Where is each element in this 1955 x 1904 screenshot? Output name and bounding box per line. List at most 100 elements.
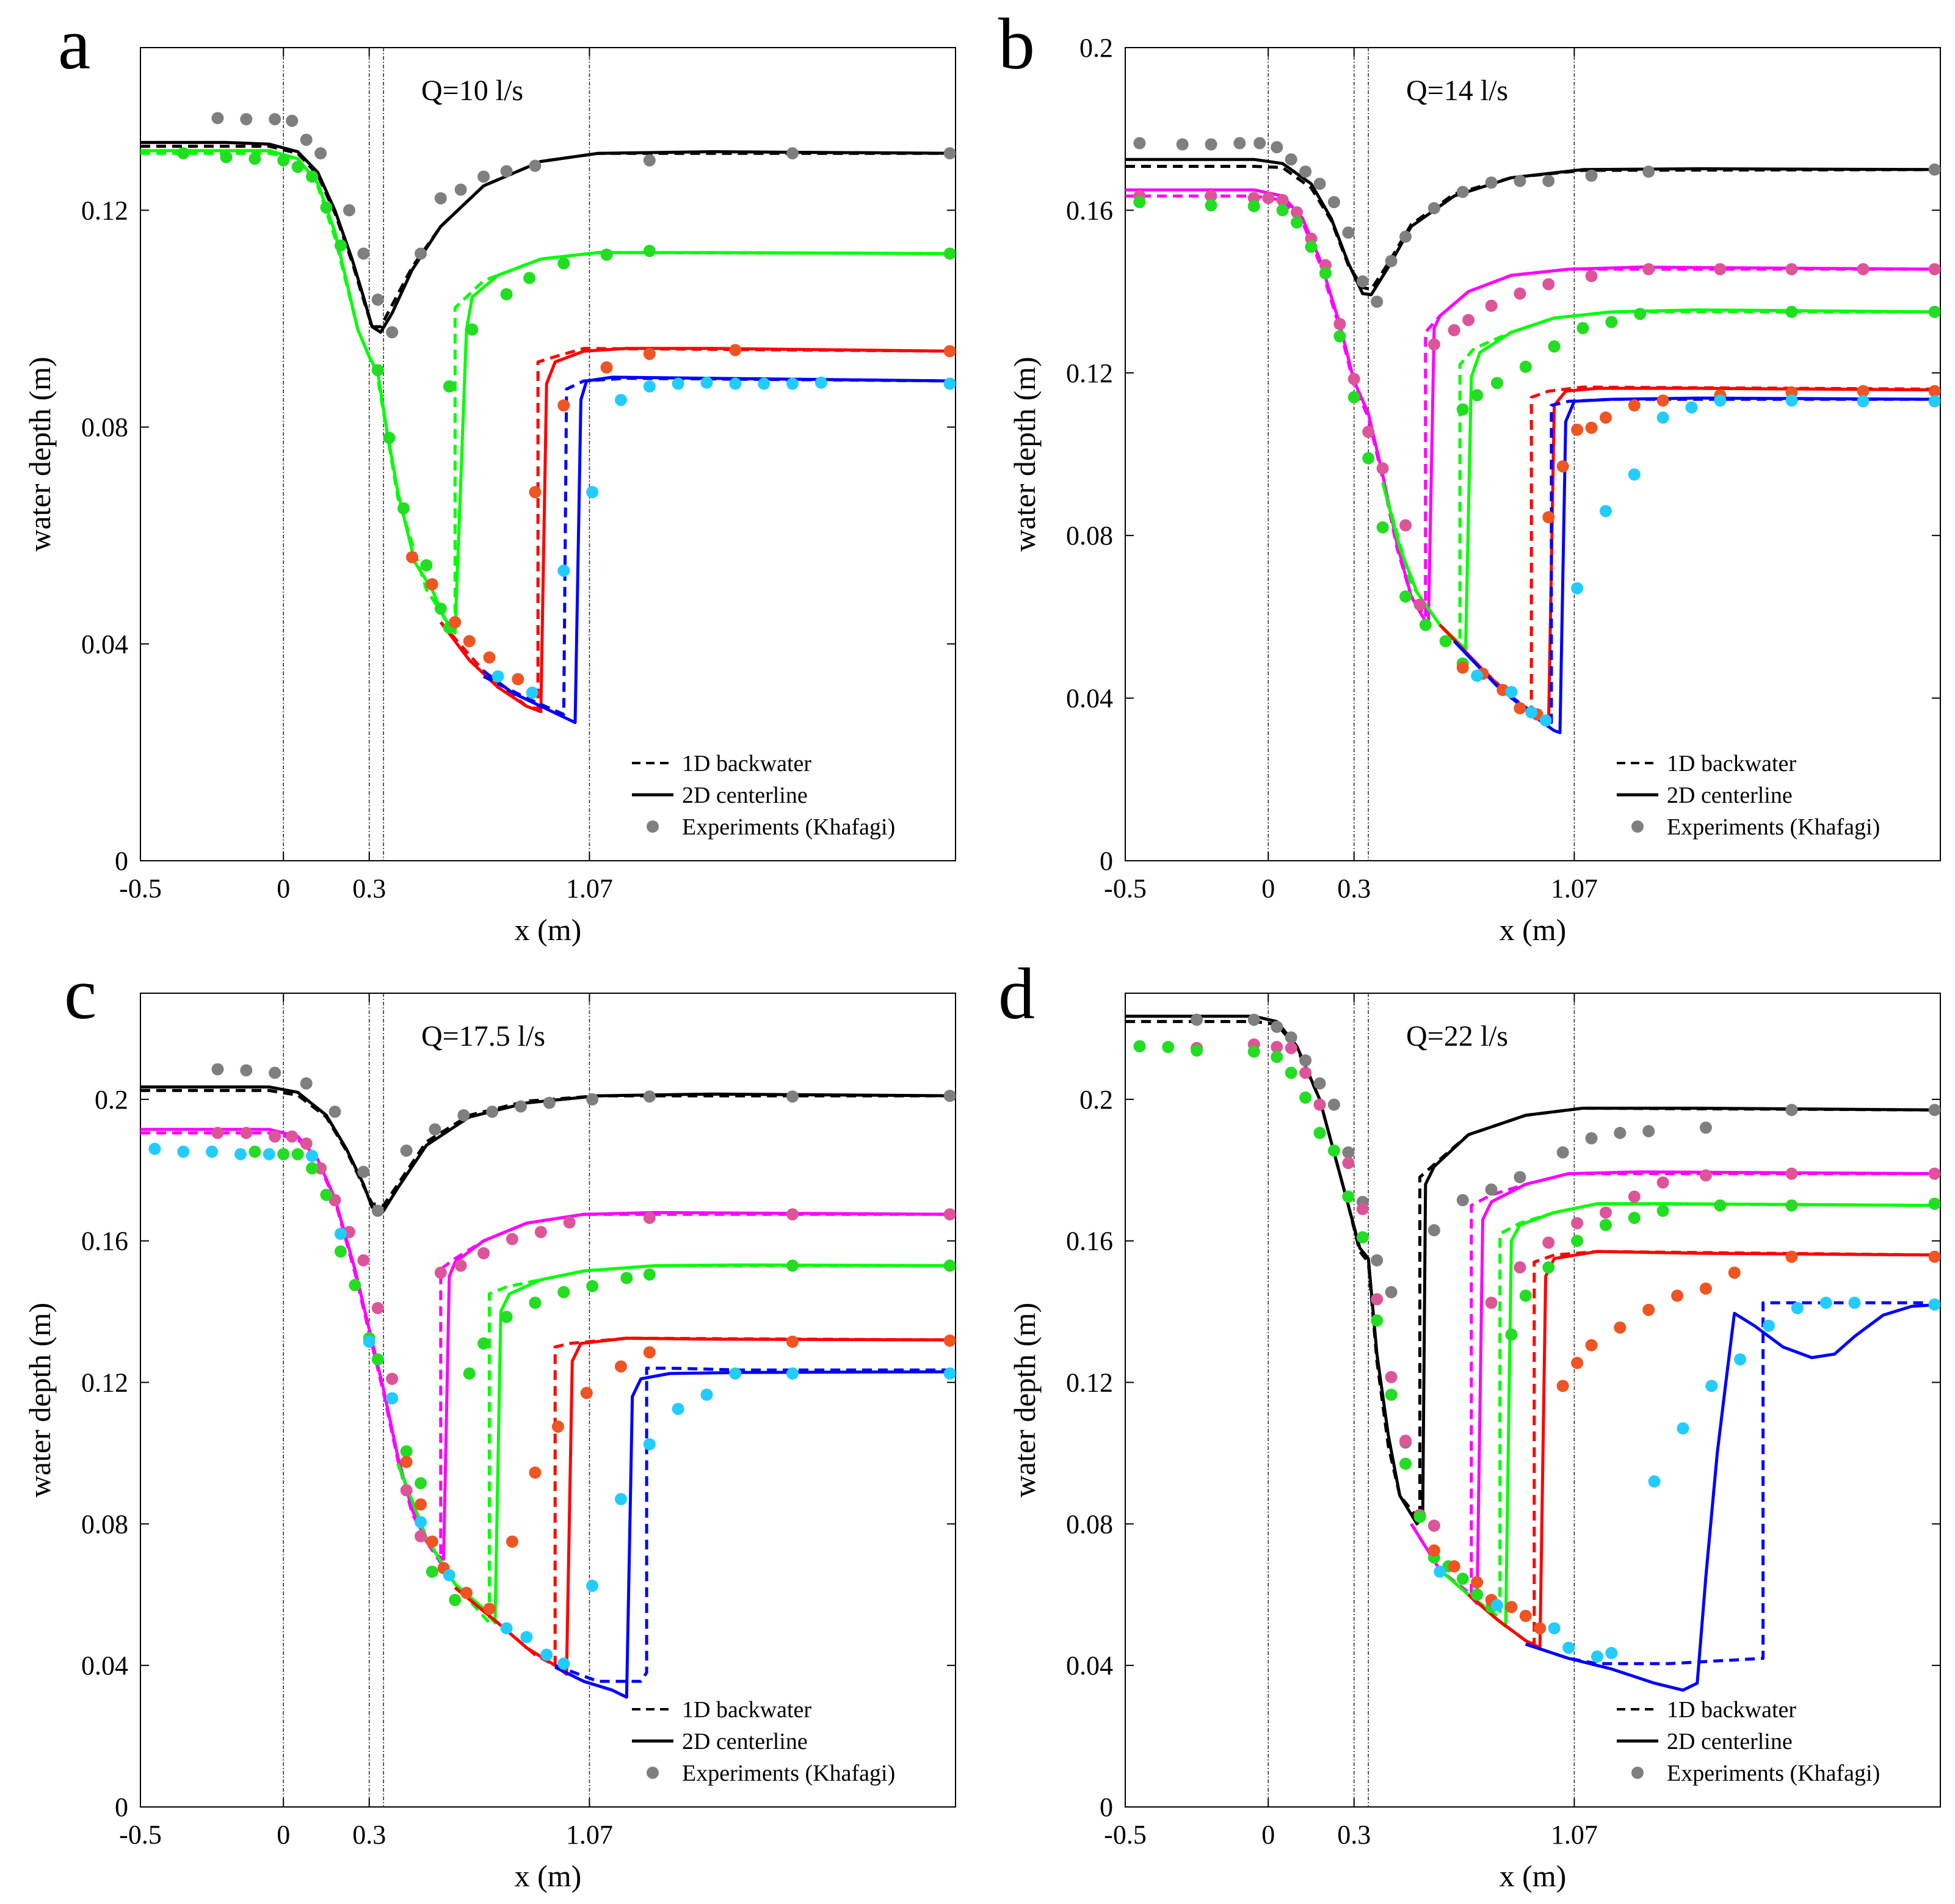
experiment-point <box>1571 1356 1584 1369</box>
experiment-point <box>1785 1250 1798 1263</box>
discharge-label: Q=17.5 l/s <box>421 1020 545 1052</box>
experiment-point <box>277 154 290 167</box>
legend-swatch-marker <box>647 820 659 833</box>
experiment-point <box>1656 394 1669 407</box>
experiment-point <box>1434 1565 1446 1578</box>
legend: 1D backwater 2D centerline Experiments (Kh… <box>1617 751 1880 840</box>
experiment-point <box>786 1208 799 1221</box>
experiment-point <box>586 1280 599 1292</box>
x-tick-label: 1.07 <box>1551 1820 1598 1850</box>
experiment-point <box>466 323 479 336</box>
experiment-point <box>206 1145 219 1158</box>
experiment-point <box>529 1297 542 1309</box>
series-line <box>1410 1170 1940 1605</box>
experiment-point <box>357 247 370 260</box>
experiment-point <box>1599 505 1612 518</box>
experiment-point <box>483 1602 496 1615</box>
experiment-point <box>1471 1576 1484 1588</box>
experiment-point <box>1785 305 1798 318</box>
y-tick-label: 0.08 <box>1066 1509 1113 1539</box>
experiment-point <box>586 1093 599 1106</box>
y-tick-label: 0.08 <box>81 1509 128 1539</box>
experiment-point <box>1356 1203 1369 1215</box>
experiment-point <box>586 1579 599 1592</box>
x-axis-title: x (m) <box>515 1859 582 1893</box>
experiment-point <box>1514 287 1526 300</box>
experiment-point <box>943 1334 956 1347</box>
x-tick-label: 0.3 <box>352 874 386 903</box>
experiment-point <box>291 161 304 173</box>
experiment-point <box>1534 1622 1547 1635</box>
experiment-point <box>1347 372 1360 385</box>
experiment-point <box>320 201 333 214</box>
y-tick-label: 0.12 <box>1066 358 1113 388</box>
experiment-point <box>557 399 570 412</box>
panel-letter: b <box>998 3 1035 84</box>
experiment-point <box>1299 1066 1312 1079</box>
experiment-point <box>643 1346 656 1359</box>
experiment-point <box>1542 511 1555 524</box>
experiment-point <box>1305 241 1318 253</box>
experiment-point <box>1677 1422 1689 1435</box>
experiment-point <box>1471 1588 1484 1601</box>
experiment-point <box>426 578 438 591</box>
experiment-point <box>1342 226 1355 239</box>
experiment-point <box>1285 1066 1297 1079</box>
data-layer <box>1125 1013 1940 1692</box>
x-tick-label: 1.07 <box>1551 874 1598 903</box>
experiment-point <box>1362 452 1375 465</box>
experiment-point <box>500 1311 513 1323</box>
experiment-point <box>449 616 462 629</box>
experiment-point <box>486 1106 499 1118</box>
experiment-point <box>1285 1031 1297 1044</box>
experiment-point <box>277 1148 290 1160</box>
experiment-point <box>1291 216 1304 229</box>
experiment-point <box>943 247 956 260</box>
panel-b: 00.040.080.120.160.2-0.5 0 0.3 1.07x (m)wat… <box>998 3 1941 947</box>
experiment-point <box>1628 1212 1641 1225</box>
experiment-point <box>415 1477 427 1490</box>
experiment-point <box>1585 1339 1598 1352</box>
experiment-point <box>240 113 253 126</box>
legend-label: Experiments (Khafagi) <box>682 814 895 840</box>
experiment-point <box>1191 1013 1203 1026</box>
experiment-point <box>1791 1301 1804 1314</box>
experiment-point <box>500 165 513 178</box>
series-line <box>396 1263 956 1625</box>
experiment-point <box>1699 1169 1712 1182</box>
experiment-point <box>1427 1224 1440 1237</box>
experiment-point <box>523 272 536 284</box>
experiment-point <box>1399 230 1412 243</box>
experiment-point <box>248 153 261 165</box>
experiment-point <box>234 1148 247 1160</box>
experiment-point <box>643 1438 656 1450</box>
experiment-point <box>240 1064 253 1077</box>
experiment-point <box>1928 1104 1940 1117</box>
experiment-point <box>1556 460 1569 472</box>
y-tick-label: 0.08 <box>1066 521 1113 551</box>
experiment-point <box>357 1254 370 1267</box>
experiment-point <box>1671 1289 1684 1302</box>
panel-c: 00.040.080.120.160.2-0.5 0 0.3 1.07x (m)wat… <box>23 953 956 1893</box>
experiment-point <box>397 502 410 515</box>
series-line <box>439 347 956 711</box>
experiment-point <box>334 1228 347 1240</box>
experiment-point <box>557 564 570 577</box>
experiment-point <box>1299 1091 1312 1104</box>
experiment-point <box>1848 1297 1861 1309</box>
experiment-point <box>557 1286 570 1298</box>
experiment-point <box>371 364 384 377</box>
experiment-point <box>1313 1098 1326 1111</box>
y-tick-label: 0.12 <box>81 195 128 225</box>
x-axis-title: x (m) <box>1500 913 1567 947</box>
series-line <box>1525 1301 1940 1665</box>
experiment-point <box>1313 1126 1326 1139</box>
experiment-point <box>1485 299 1498 312</box>
series-line <box>1410 1172 1940 1596</box>
y-tick-label: 0.2 <box>1079 1085 1113 1115</box>
experiment-point <box>1399 519 1412 532</box>
experiment-point <box>1571 1234 1584 1247</box>
experiment-point <box>557 257 570 270</box>
experiment-point <box>454 183 467 196</box>
experiment-point <box>1247 200 1260 212</box>
